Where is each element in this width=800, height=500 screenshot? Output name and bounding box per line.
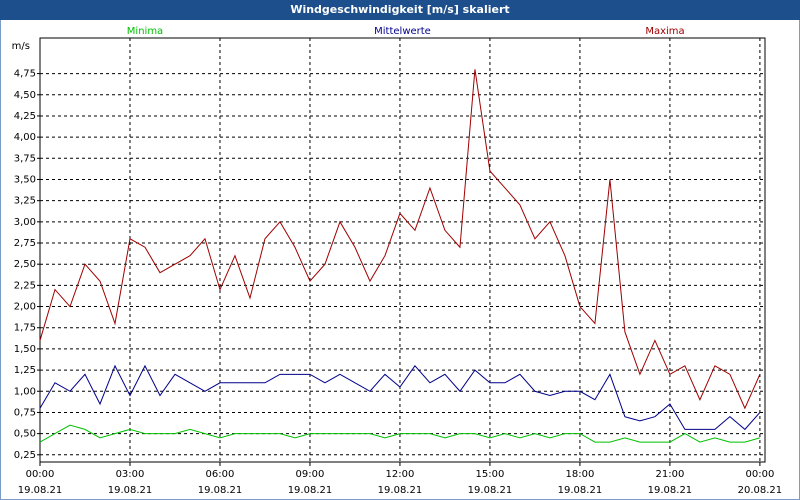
y-tick-label: 3,00: [14, 217, 36, 228]
y-tick-label: 4,00: [14, 132, 36, 143]
y-tick-label: 2,75: [14, 238, 36, 249]
x-tick-date: 19.08.21: [18, 485, 63, 496]
x-tick-label: 00:00: [26, 469, 55, 480]
y-tick-label: 3,75: [14, 153, 36, 164]
series-line: [39, 424, 761, 443]
y-tick-label: 3,50: [14, 174, 36, 185]
chart-title: Windgeschwindigkeit [m/s] skaliert: [290, 3, 509, 16]
legend-label: Maxima: [645, 26, 684, 37]
y-tick-label: 1,50: [14, 344, 36, 355]
series-line: [39, 364, 761, 431]
x-tick-label: 03:00: [116, 469, 145, 480]
x-tick-date: 19.08.21: [558, 485, 603, 496]
x-tick-date: 19.08.21: [378, 485, 423, 496]
y-tick-label: 1,75: [14, 323, 36, 334]
legend-label: Minima: [127, 26, 163, 37]
x-tick-date: 20.08.21: [738, 485, 783, 496]
title-bar: [0, 0, 800, 20]
y-tick-label: 3,25: [14, 196, 36, 207]
x-tick-label: 21:00: [655, 469, 684, 480]
x-tick-label: 09:00: [296, 469, 325, 480]
x-tick-date: 19.08.21: [288, 485, 333, 496]
x-tick-label: 15:00: [476, 469, 505, 480]
y-tick-label: 0,50: [14, 429, 36, 440]
legend-label: Mittelwerte: [374, 26, 431, 37]
y-unit: m/s: [12, 41, 30, 52]
y-tick-label: 1,25: [14, 365, 36, 376]
y-tick-label: 4,75: [14, 69, 36, 80]
y-tick-label: 4,50: [14, 90, 36, 101]
x-tick-date: 19.08.21: [108, 485, 153, 496]
y-tick-label: 2,25: [14, 280, 36, 291]
y-tick-label: 4,25: [14, 111, 36, 122]
y-tick-label: 0,75: [14, 407, 36, 418]
y-tick-label: 2,00: [14, 302, 36, 313]
x-tick-date: 19.08.21: [648, 485, 693, 496]
y-tick-label: 1,00: [14, 386, 36, 397]
x-tick-label: 06:00: [206, 469, 235, 480]
y-tick-label: 0,25: [14, 450, 36, 461]
x-tick-label: 00:00: [745, 469, 774, 480]
x-tick-date: 19.08.21: [198, 485, 243, 496]
x-tick-date: 19.08.21: [468, 485, 513, 496]
x-tick-label: 12:00: [386, 469, 415, 480]
series-line: [39, 69, 761, 410]
x-tick-label: 18:00: [566, 469, 595, 480]
y-tick-label: 2,50: [14, 259, 36, 270]
